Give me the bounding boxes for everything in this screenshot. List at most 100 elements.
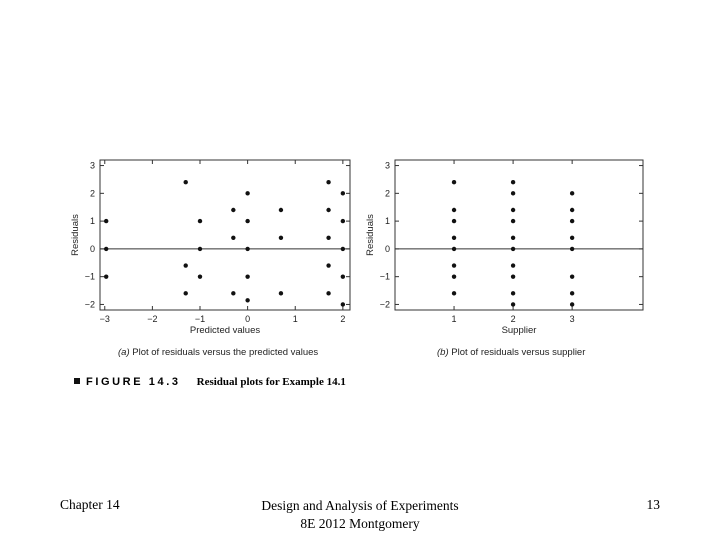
data-point bbox=[451, 235, 457, 240]
footer-title-line1: Design and Analysis of Experiments bbox=[261, 498, 459, 513]
y-tick-label: 1 bbox=[90, 216, 95, 226]
figure-description: Residual plots for Example 14.1 bbox=[196, 376, 346, 388]
data-point bbox=[340, 191, 346, 196]
plot-frame bbox=[99, 159, 351, 311]
x-tick-label: −1 bbox=[195, 314, 205, 324]
data-point bbox=[245, 274, 250, 279]
y-tick-label: 0 bbox=[90, 244, 95, 254]
data-point bbox=[326, 180, 331, 185]
y-axis-label: Residuals bbox=[365, 214, 376, 256]
plot-frame bbox=[394, 159, 644, 311]
data-point bbox=[326, 235, 331, 240]
data-point bbox=[451, 218, 457, 224]
data-point bbox=[569, 207, 575, 213]
footer-chapter: Chapter 14 bbox=[60, 497, 120, 512]
x-axis-label: Supplier bbox=[502, 325, 537, 336]
figure-square-icon bbox=[74, 378, 80, 384]
data-point bbox=[183, 180, 188, 185]
data-point bbox=[340, 302, 346, 307]
data-point bbox=[569, 291, 575, 296]
data-point bbox=[510, 263, 516, 268]
data-point bbox=[183, 263, 188, 268]
y-tick-label: 1 bbox=[385, 216, 390, 226]
x-tick-label: −3 bbox=[100, 314, 110, 324]
y-tick-label: −1 bbox=[85, 272, 95, 282]
data-point bbox=[451, 291, 457, 296]
data-point bbox=[510, 246, 516, 252]
x-tick-label: 2 bbox=[511, 314, 516, 324]
x-axis-label: Predicted values bbox=[190, 325, 260, 336]
caption-b: (b) Plot of residuals versus supplier bbox=[437, 347, 585, 358]
data-point bbox=[245, 218, 250, 224]
caption-a: (a) Plot of residuals versus the predict… bbox=[118, 347, 318, 358]
data-point bbox=[510, 235, 516, 240]
data-point bbox=[103, 246, 109, 252]
footer-page-number: 13 bbox=[646, 497, 661, 512]
data-point bbox=[451, 263, 457, 268]
data-point bbox=[183, 291, 188, 296]
data-point bbox=[326, 207, 331, 213]
data-point bbox=[245, 246, 250, 252]
data-point bbox=[510, 291, 516, 296]
caption-b-letter: (b) bbox=[437, 347, 449, 358]
data-point bbox=[569, 246, 575, 252]
y-tick-label: −2 bbox=[85, 299, 95, 309]
data-point bbox=[569, 302, 575, 307]
data-point bbox=[278, 235, 284, 240]
x-tick-label: 3 bbox=[570, 314, 575, 324]
data-point bbox=[569, 235, 575, 240]
footer-title: Design and Analysis of Experiments 8E 20… bbox=[200, 497, 520, 533]
data-point bbox=[278, 291, 284, 296]
data-point bbox=[197, 246, 203, 252]
y-tick-label: 2 bbox=[385, 188, 390, 198]
data-point bbox=[510, 274, 516, 279]
data-point bbox=[569, 218, 575, 224]
x-tick-label: 1 bbox=[452, 314, 457, 324]
residuals-vs-supplier-chart: −2 −1 0 1 2 3 1 2 3 Supplier Residuals bbox=[365, 159, 644, 336]
data-point bbox=[451, 180, 457, 185]
data-point bbox=[197, 218, 203, 224]
data-point bbox=[340, 218, 346, 224]
data-point bbox=[326, 291, 331, 296]
data-point bbox=[451, 246, 457, 252]
x-tick-label: 0 bbox=[245, 314, 250, 324]
data-point bbox=[231, 235, 236, 240]
figure-title: FIGURE 14.3 Residual plots for Example 14… bbox=[74, 372, 346, 390]
data-point bbox=[103, 218, 109, 224]
y-tick-label: 2 bbox=[90, 188, 95, 198]
data-point bbox=[326, 263, 331, 268]
data-point bbox=[197, 274, 203, 279]
x-tick-label: −2 bbox=[147, 314, 157, 324]
y-tick-label: 0 bbox=[385, 244, 390, 254]
x-tick-label: 1 bbox=[293, 314, 298, 324]
y-tick-label: −2 bbox=[380, 299, 390, 309]
y-axis-label: Residuals bbox=[70, 214, 81, 256]
data-point bbox=[278, 207, 284, 213]
data-point bbox=[510, 180, 516, 185]
figure-label: FIGURE 14.3 bbox=[86, 376, 181, 388]
residuals-vs-predicted-chart: −2 −1 0 1 2 3 −3 −2 −1 0 1 2 Predicted values Residua… bbox=[70, 159, 351, 336]
caption-b-text: Plot of residuals versus supplier bbox=[448, 347, 586, 358]
data-point bbox=[451, 274, 457, 279]
caption-a-letter: (a) bbox=[118, 347, 130, 358]
y-tick-label: 3 bbox=[90, 161, 95, 171]
data-point bbox=[510, 191, 516, 196]
y-tick-label: −1 bbox=[380, 272, 390, 282]
data-point bbox=[569, 274, 575, 279]
data-point bbox=[231, 207, 236, 213]
data-point bbox=[510, 302, 516, 307]
data-point bbox=[340, 246, 346, 252]
data-point bbox=[245, 298, 250, 303]
data-point bbox=[510, 218, 516, 224]
data-point bbox=[103, 274, 109, 279]
data-point bbox=[510, 207, 516, 213]
y-tick-label: 3 bbox=[385, 161, 390, 171]
data-point bbox=[451, 207, 457, 213]
data-point bbox=[569, 191, 575, 196]
data-point bbox=[340, 274, 346, 279]
data-point bbox=[231, 291, 236, 296]
caption-a-text: Plot of residuals versus the predicted v… bbox=[129, 347, 319, 358]
data-point bbox=[245, 191, 250, 196]
footer-title-line2: 8E 2012 Montgomery bbox=[300, 516, 420, 531]
x-tick-label: 2 bbox=[340, 314, 345, 324]
